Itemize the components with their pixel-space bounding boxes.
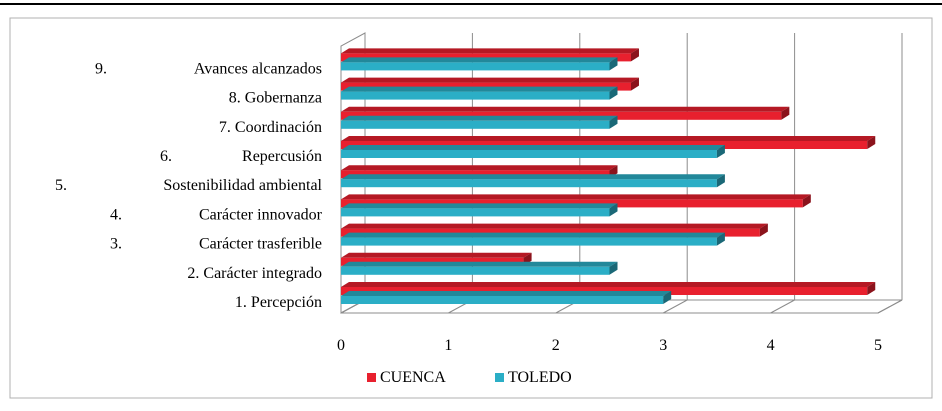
bar-toledo-2-end [609, 261, 618, 275]
bar-cuenca-3-top [341, 223, 768, 229]
bar-toledo-5-top [341, 174, 725, 180]
bar-cuenca-7-end [781, 106, 790, 120]
category-number-4: 4. [110, 206, 122, 223]
bar-cuenca-8-top [341, 77, 639, 83]
bar-cuenca-4-top [341, 194, 811, 200]
x-tick-label: 1 [444, 337, 452, 354]
legend-swatch-cuenca [367, 373, 376, 382]
bar-toledo-4-end [609, 203, 618, 217]
bar-cuenca-1-end [867, 282, 876, 295]
bar-toledo-5-front [341, 179, 717, 188]
bar-toledo-5 [341, 174, 725, 188]
x-tick-label: 0 [337, 337, 345, 354]
category-label-1: 1. Percepción [235, 294, 322, 311]
bar-toledo-1-front [341, 296, 664, 304]
bar-toledo-6-top [341, 145, 725, 150]
bar-cuenca-7-top [341, 106, 790, 112]
bar-toledo-1 [341, 291, 672, 304]
bar-toledo-8-front [341, 91, 610, 100]
bar-cuenca-9-top [341, 48, 639, 54]
gridline-base [662, 299, 688, 314]
bar-toledo-3-top [341, 232, 725, 238]
x-tick-label: 4 [767, 337, 775, 354]
x-tick-label: 2 [552, 337, 560, 354]
bar-cuenca-6-end [867, 136, 876, 149]
legend-swatch-toledo [495, 373, 504, 382]
bar-toledo-7-front [341, 120, 610, 129]
category-label-7: 7. Coordinación [219, 119, 322, 136]
bar-cuenca-6-top [341, 136, 876, 141]
bar-cuenca-9-end [630, 48, 639, 62]
gridline-base [877, 299, 903, 314]
bar-toledo-7-end [609, 115, 618, 129]
legend-label-cuenca: CUENCA [380, 369, 446, 386]
bars [341, 48, 876, 304]
bar-toledo-3 [341, 232, 725, 246]
bar-toledo-6 [341, 145, 725, 158]
bar-cuenca-5-top [341, 165, 618, 171]
category-label-9: Avances alcanzados [194, 60, 322, 77]
bar-toledo-9-end [609, 57, 618, 71]
bar-toledo-9-front [341, 62, 610, 71]
category-number-6: 6. [160, 148, 172, 165]
bar-toledo-4 [341, 203, 618, 217]
bar-toledo-2-top [341, 261, 618, 267]
bar-cuenca-4-end [802, 194, 811, 208]
gridline-base [770, 299, 795, 314]
bar-toledo-4-front [341, 208, 610, 217]
category-labels: 1. Percepción 2. Carácter integrado Caráct… [55, 60, 323, 311]
bar-toledo-2 [341, 261, 618, 275]
category-label-8: 8. Gobernanza [229, 90, 322, 107]
bar-toledo-8 [341, 86, 618, 100]
bar-cuenca-8-end [630, 77, 639, 91]
category-number-3: 3. [110, 236, 122, 253]
chart-border [9, 17, 933, 399]
bar-toledo-1-top [341, 291, 672, 296]
bar-toledo-9-top [341, 57, 618, 63]
bar-toledo-8-end [609, 86, 618, 100]
bar-toledo-1-end [663, 291, 672, 304]
category-number-5: 5. [55, 177, 67, 194]
bar-toledo-3-front [341, 237, 717, 246]
bar-toledo-9 [341, 57, 618, 71]
category-label-3: Carácter trasferible [199, 236, 322, 253]
x-tick-label: 3 [659, 337, 667, 354]
category-label-6: Repercusión [242, 148, 322, 165]
category-label-4: Carácter innovador [199, 206, 323, 223]
x-tick-label: 5 [874, 337, 882, 354]
bar-toledo-3-end [716, 232, 725, 246]
legend: CUENCA TOLEDO [367, 369, 572, 386]
bar-toledo-5-end [716, 174, 725, 188]
bar-toledo-6-front [341, 150, 717, 158]
category-label-2: 2. Carácter integrado [187, 265, 322, 282]
bar-toledo-2-front [341, 266, 610, 275]
bar-toledo-7 [341, 115, 618, 129]
bar-toledo-7-top [341, 115, 618, 121]
bar-cuenca-2-top [341, 252, 532, 258]
bar-cuenca-3-end [759, 223, 768, 237]
bar-toledo-8-top [341, 86, 618, 92]
bar-toledo-6-end [716, 145, 725, 158]
category-number-9: 9. [95, 60, 107, 77]
legend-label-toledo: TOLEDO [508, 369, 572, 386]
category-label-5: Sostenibilidad ambiental [163, 177, 322, 194]
x-axis-ticks: 0 1 2 3 4 5 [337, 337, 882, 354]
bar-cuenca-1-top [341, 282, 876, 287]
bar-toledo-4-top [341, 203, 618, 209]
